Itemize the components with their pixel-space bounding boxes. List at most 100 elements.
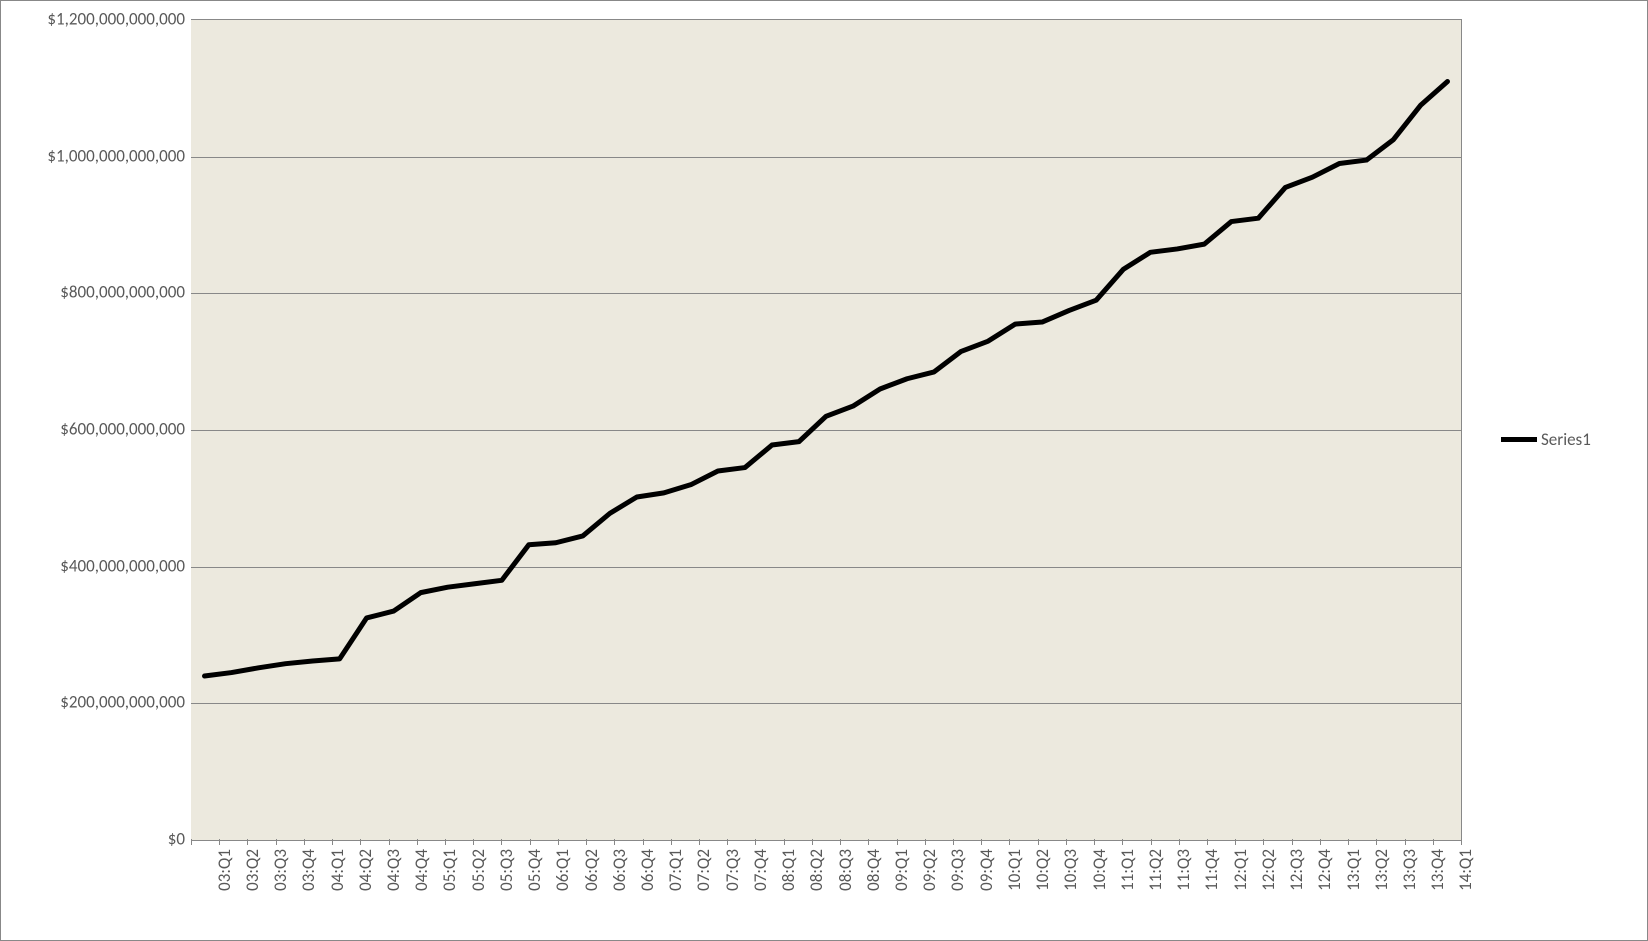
y-axis-label: $200,000,000,000 <box>60 692 185 713</box>
x-axis-tick <box>332 839 333 845</box>
x-axis-label: 06:Q4 <box>637 849 658 891</box>
x-axis-label: 13:Q1 <box>1343 849 1364 891</box>
x-axis-label: 03:Q4 <box>298 849 319 891</box>
x-axis-label: 07:Q2 <box>693 849 714 891</box>
x-axis-label: 08:Q2 <box>806 849 827 891</box>
x-axis-label: 07:Q3 <box>722 849 743 891</box>
x-axis-label: 10:Q3 <box>1060 849 1081 891</box>
x-axis-tick <box>812 839 813 845</box>
x-axis-tick <box>755 839 756 845</box>
y-axis-label: $0 <box>168 829 185 850</box>
x-axis-label: 08:Q3 <box>835 849 856 891</box>
x-axis-tick <box>1461 839 1462 845</box>
x-axis-label: 11:Q2 <box>1145 849 1166 891</box>
x-axis-tick <box>1292 839 1293 845</box>
x-axis-tick <box>981 839 982 845</box>
x-axis-label: 03:Q3 <box>270 849 291 891</box>
y-axis-labels: $0$200,000,000,000$400,000,000,000$600,0… <box>1 19 185 839</box>
x-axis-tick <box>1122 839 1123 845</box>
x-axis-tick <box>1263 839 1264 845</box>
plot-area <box>191 19 1462 840</box>
line-series-svg <box>191 20 1461 840</box>
x-axis-labels: 03:Q1 03:Q2 03:Q3 03:Q4 04:Q1 04:Q2 04:Q3 04:Q4… <box>191 849 1461 939</box>
x-axis-label: 11:Q4 <box>1201 849 1222 891</box>
x-axis-tick <box>1179 839 1180 845</box>
y-axis-label: $1,000,000,000,000 <box>47 145 185 166</box>
x-axis-tick <box>1405 839 1406 845</box>
x-axis-label: 09:Q1 <box>891 849 912 891</box>
x-axis-tick <box>784 839 785 845</box>
x-axis-label: 03:Q1 <box>214 849 235 891</box>
x-axis-label: 04:Q3 <box>383 849 404 891</box>
x-axis-label: 14:Q1 <box>1455 849 1476 891</box>
x-axis-tick <box>276 839 277 845</box>
x-axis-label: 06:Q3 <box>609 849 630 891</box>
legend-label: Series1 <box>1541 429 1591 450</box>
x-axis-label: 09:Q3 <box>947 849 968 891</box>
x-axis-label: 10:Q4 <box>1089 849 1110 891</box>
x-axis-label: 08:Q1 <box>778 849 799 891</box>
x-axis-tick <box>614 839 615 845</box>
x-axis-label: 03:Q2 <box>242 849 263 891</box>
x-axis-tick <box>1066 839 1067 845</box>
x-axis-label: 04:Q2 <box>355 849 376 891</box>
x-axis-tick <box>501 839 502 845</box>
x-axis-label: 08:Q4 <box>863 849 884 891</box>
x-axis-tick <box>699 839 700 845</box>
x-axis-label: 09:Q2 <box>919 849 940 891</box>
y-axis-label: $400,000,000,000 <box>60 555 185 576</box>
x-axis-tick <box>643 839 644 845</box>
x-axis-label: 12:Q3 <box>1286 849 1307 891</box>
legend: Series1 <box>1501 429 1591 450</box>
x-axis-tick <box>445 839 446 845</box>
x-axis-tick <box>1433 839 1434 845</box>
x-axis-label: 07:Q4 <box>750 849 771 891</box>
x-axis-label: 09:Q4 <box>976 849 997 891</box>
x-axis-tick <box>473 839 474 845</box>
x-axis-tick <box>1009 839 1010 845</box>
x-axis-label: 13:Q4 <box>1427 849 1448 891</box>
x-axis-label: 13:Q3 <box>1399 849 1420 891</box>
x-axis-tick <box>868 839 869 845</box>
x-axis-label: 04:Q4 <box>411 849 432 891</box>
x-axis-tick <box>191 839 192 845</box>
y-axis-label: $600,000,000,000 <box>60 419 185 440</box>
x-axis-tick <box>840 839 841 845</box>
x-axis-label: 06:Q2 <box>581 849 602 891</box>
x-axis-tick <box>1038 839 1039 845</box>
x-axis-label: 05:Q1 <box>439 849 460 891</box>
x-axis-tick <box>1094 839 1095 845</box>
x-axis-label: 05:Q3 <box>496 849 517 891</box>
x-axis-label: 10:Q1 <box>1004 849 1025 891</box>
x-axis-tick <box>1348 839 1349 845</box>
y-axis-label: $1,200,000,000,000 <box>47 9 185 30</box>
x-axis-tick <box>247 839 248 845</box>
x-axis-label: 05:Q4 <box>524 849 545 891</box>
x-axis-tick <box>671 839 672 845</box>
x-axis-label: 06:Q1 <box>552 849 573 891</box>
x-axis-label: 05:Q2 <box>468 849 489 891</box>
x-axis-label: 12:Q1 <box>1230 849 1251 891</box>
x-axis-label: 07:Q1 <box>665 849 686 891</box>
y-axis-label: $800,000,000,000 <box>60 282 185 303</box>
x-axis-label: 12:Q2 <box>1258 849 1279 891</box>
x-axis-tick <box>1151 839 1152 845</box>
x-axis-label: 11:Q1 <box>1117 849 1138 891</box>
x-axis-label: 12:Q4 <box>1314 849 1335 891</box>
x-axis-label: 04:Q1 <box>327 849 348 891</box>
x-axis-tick <box>925 839 926 845</box>
legend-swatch <box>1501 437 1537 442</box>
x-axis-tick <box>1207 839 1208 845</box>
x-axis-tick <box>897 839 898 845</box>
x-axis-tick <box>304 839 305 845</box>
series-line <box>205 82 1448 677</box>
x-axis-tick <box>530 839 531 845</box>
chart-container: $0 $200,000,000,000 $400,000,000,000 $600,0… <box>0 0 1648 941</box>
x-axis-tick <box>727 839 728 845</box>
x-axis-tick <box>1376 839 1377 845</box>
x-axis-tick <box>953 839 954 845</box>
x-axis-tick <box>558 839 559 845</box>
x-axis-ticks <box>191 839 1461 845</box>
x-axis-tick <box>1320 839 1321 845</box>
x-axis-tick <box>586 839 587 845</box>
